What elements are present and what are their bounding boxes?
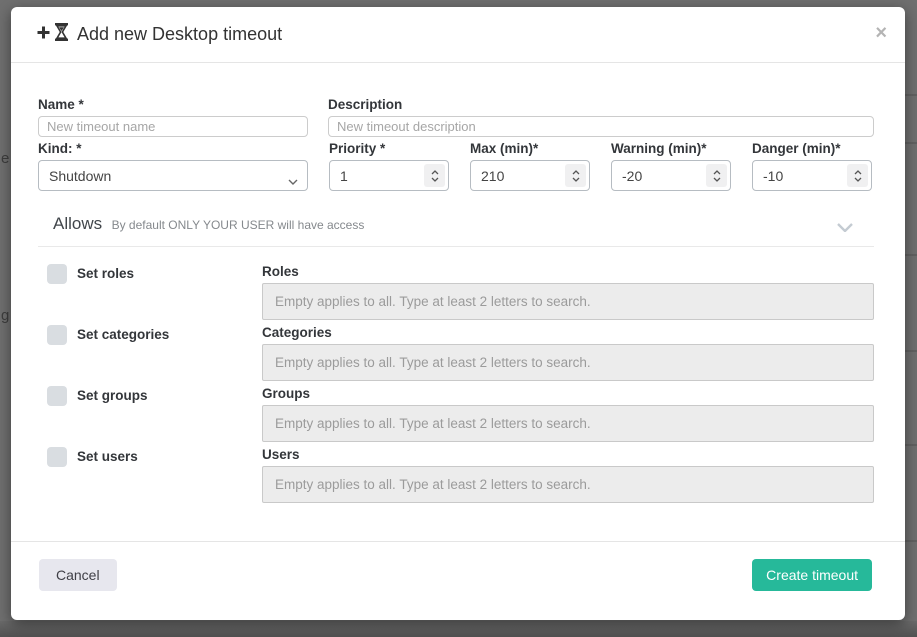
users-input[interactable] bbox=[262, 466, 874, 503]
groups-label: Groups bbox=[262, 386, 311, 401]
priority-label: Priority * bbox=[329, 141, 386, 156]
max-label: Max (min)* bbox=[470, 141, 539, 156]
dialog-footer: Cancel Create timeout bbox=[11, 541, 905, 620]
hourglass-icon bbox=[54, 23, 69, 46]
allows-heading: Allows bbox=[53, 214, 103, 233]
allow-row-roles: Set roles Roles bbox=[38, 264, 874, 320]
dialog-title: Add new Desktop timeout bbox=[77, 24, 283, 44]
backdrop-bottom-band bbox=[0, 621, 917, 637]
background-row-line bbox=[905, 540, 917, 542]
spinner-stepper[interactable] bbox=[565, 164, 586, 187]
description-input[interactable] bbox=[328, 116, 874, 137]
set-roles-checkbox[interactable] bbox=[47, 264, 67, 284]
background-row-line bbox=[905, 254, 917, 256]
dialog-header: Add new Desktop timeout × bbox=[11, 7, 905, 63]
kind-label: Kind: * bbox=[38, 141, 82, 156]
add-timeout-dialog: Add new Desktop timeout × Name * Descrip… bbox=[11, 7, 905, 620]
allows-section-header: Allows By default ONLY YOUR USER will ha… bbox=[38, 214, 874, 247]
spinner-stepper[interactable] bbox=[424, 164, 445, 187]
danger-label: Danger (min)* bbox=[752, 141, 841, 156]
roles-input[interactable] bbox=[262, 283, 874, 320]
set-roles-label: Set roles bbox=[77, 266, 135, 281]
spinner-stepper[interactable] bbox=[847, 164, 868, 187]
set-users-checkbox[interactable] bbox=[47, 447, 67, 467]
allow-row-groups: Set groups Groups bbox=[38, 386, 874, 442]
create-timeout-button[interactable]: Create timeout bbox=[752, 559, 872, 591]
users-label: Users bbox=[262, 447, 300, 462]
close-icon[interactable]: × bbox=[875, 22, 887, 44]
allows-subtext: By default ONLY YOUR USER will have acce… bbox=[111, 218, 365, 232]
dialog-body: Name * Description Kind: * Shutdown bbox=[11, 63, 905, 503]
name-label: Name * bbox=[38, 97, 84, 112]
groups-input[interactable] bbox=[262, 405, 874, 442]
background-text-fragment: e bbox=[1, 150, 10, 167]
name-input[interactable] bbox=[38, 116, 308, 137]
set-groups-checkbox[interactable] bbox=[47, 386, 67, 406]
set-users-label: Set users bbox=[77, 449, 138, 464]
warning-label: Warning (min)* bbox=[611, 141, 707, 156]
set-categories-label: Set categories bbox=[77, 327, 170, 342]
background-row-line bbox=[905, 350, 917, 352]
allow-row-users: Set users Users bbox=[38, 447, 874, 503]
plus-icon bbox=[37, 26, 50, 44]
background-text-fragment: g bbox=[1, 307, 10, 324]
background-row-line bbox=[905, 94, 917, 96]
spinner-stepper[interactable] bbox=[706, 164, 727, 187]
background-row-line bbox=[905, 142, 917, 144]
roles-label: Roles bbox=[262, 264, 299, 279]
kind-select[interactable]: Shutdown bbox=[38, 160, 308, 191]
set-categories-checkbox[interactable] bbox=[47, 325, 67, 345]
allow-row-categories: Set categories Categories bbox=[38, 325, 874, 381]
categories-input[interactable] bbox=[262, 344, 874, 381]
background-row-line bbox=[905, 444, 917, 446]
set-groups-label: Set groups bbox=[77, 388, 148, 403]
description-label: Description bbox=[328, 97, 403, 112]
categories-label: Categories bbox=[262, 325, 332, 340]
chevron-down-icon[interactable] bbox=[837, 219, 853, 237]
cancel-button[interactable]: Cancel bbox=[39, 559, 117, 591]
